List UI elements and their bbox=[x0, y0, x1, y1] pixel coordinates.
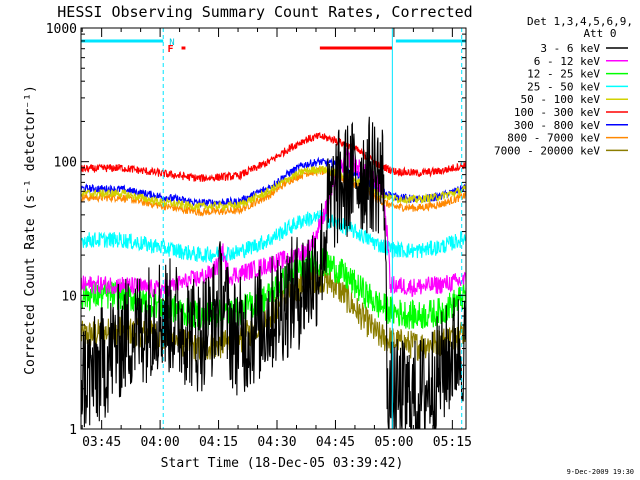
x-axis-label: Start Time (18-Dec-05 03:39:42) bbox=[161, 456, 404, 471]
axis-layer: 1 10 100 1000 03:45 04:00 04:15 04:30 04:45 05:00… bbox=[46, 22, 472, 450]
plot-frame bbox=[80, 27, 467, 430]
y-axis-label: Corrected Count Rate (s⁻¹ detector⁻¹) bbox=[23, 85, 38, 375]
x-tick-label: 03:45 bbox=[82, 435, 121, 450]
flare-marker-label: F bbox=[168, 44, 174, 55]
legend-label: 3 - 6 keV bbox=[540, 42, 600, 55]
x-tick-label: 04:00 bbox=[141, 435, 180, 450]
series-800-7000-kev-line bbox=[80, 166, 467, 217]
x-tick-label: 04:30 bbox=[257, 435, 296, 450]
legend-label: 800 - 7000 keV bbox=[507, 132, 600, 145]
marker-layer: NF bbox=[81, 28, 466, 429]
legend-header-line-1: Det 1,3,4,5,6,9, bbox=[527, 15, 633, 28]
legend-label: 25 - 50 keV bbox=[527, 80, 600, 93]
x-tick-label: 05:00 bbox=[374, 435, 413, 450]
x-tick-label: 05:15 bbox=[433, 435, 472, 450]
y-tick-label: 1 bbox=[69, 423, 77, 438]
legend-label: 50 - 100 keV bbox=[521, 93, 601, 106]
x-tick-label: 04:15 bbox=[199, 435, 238, 450]
series-25-50-kev-line bbox=[80, 210, 467, 263]
legend-label: 6 - 12 keV bbox=[534, 55, 601, 68]
legend-header-line-2: Att 0 bbox=[583, 27, 616, 40]
y-tick-label: 10 bbox=[61, 289, 77, 304]
legend-label: 12 - 25 keV bbox=[527, 68, 600, 81]
n-marker-label: N bbox=[169, 38, 174, 48]
legend-label: 7000 - 20000 keV bbox=[494, 144, 600, 157]
series-50-100-kev-line bbox=[80, 165, 467, 212]
legend-label: 300 - 800 keV bbox=[514, 119, 600, 132]
legend-label: 100 - 300 keV bbox=[514, 106, 600, 119]
footer-timestamp: 9-Dec-2009 19:30 bbox=[567, 468, 634, 476]
x-tick-label: 04:45 bbox=[316, 435, 355, 450]
y-tick-label: 1000 bbox=[46, 22, 77, 37]
chart-title: HESSI Observing Summary Count Rates, Cor… bbox=[57, 3, 472, 21]
series-3-6-kev-line bbox=[80, 116, 467, 430]
series-6-12-kev-line bbox=[80, 148, 467, 298]
series-100-300-kev-line bbox=[80, 131, 467, 182]
y-tick-label: 100 bbox=[54, 156, 77, 171]
data-layer bbox=[80, 116, 467, 430]
